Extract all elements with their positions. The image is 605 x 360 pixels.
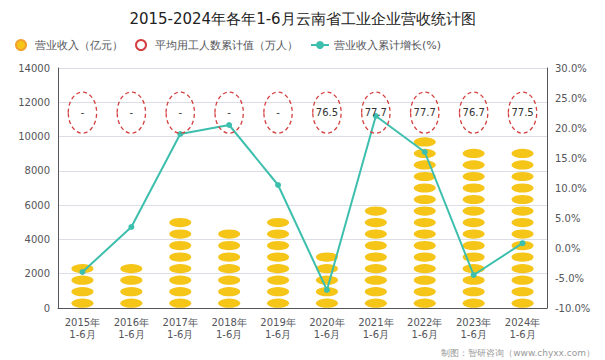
svg-text:2018年: 2018年 <box>211 317 246 328</box>
svg-text:14000: 14000 <box>18 63 50 74</box>
svg-text:6000: 6000 <box>25 200 50 211</box>
svg-text:77.5: 77.5 <box>511 107 533 118</box>
svg-text:2023年: 2023年 <box>456 317 491 328</box>
svg-text:-10.0%: -10.0% <box>555 303 590 314</box>
svg-text:1-6月: 1-6月 <box>314 329 340 340</box>
svg-text:2024年: 2024年 <box>505 317 540 328</box>
svg-text:5.0%: 5.0% <box>555 213 580 224</box>
svg-text:2022年: 2022年 <box>407 317 442 328</box>
svg-text:1-6月: 1-6月 <box>509 329 535 340</box>
svg-text:-: - <box>227 107 231 118</box>
svg-text:10000: 10000 <box>18 131 50 142</box>
svg-text:2017年: 2017年 <box>163 317 198 328</box>
svg-text:1-6月: 1-6月 <box>118 329 144 340</box>
svg-text:10.0%: 10.0% <box>555 183 587 194</box>
svg-text:-5.0%: -5.0% <box>555 273 584 284</box>
svg-text:1-6月: 1-6月 <box>69 329 95 340</box>
svg-text:2015-2024年各年1-6月云南省工业企业营收统计图: 2015-2024年各年1-6月云南省工业企业营收统计图 <box>129 10 475 28</box>
svg-text:2020年: 2020年 <box>309 317 344 328</box>
svg-text:-: - <box>276 107 280 118</box>
svg-text:0: 0 <box>44 303 50 314</box>
svg-text:平均用工人数累计值（万人）: 平均用工人数累计值（万人） <box>155 39 298 52</box>
svg-text:1-6月: 1-6月 <box>363 329 389 340</box>
svg-text:1-6月: 1-6月 <box>460 329 486 340</box>
svg-text:1-6月: 1-6月 <box>167 329 193 340</box>
svg-text:2021年: 2021年 <box>358 317 393 328</box>
svg-text:-: - <box>130 107 134 118</box>
svg-text:1-6月: 1-6月 <box>412 329 438 340</box>
svg-text:2016年: 2016年 <box>114 317 149 328</box>
svg-text:20.0%: 20.0% <box>555 123 587 134</box>
svg-text:77.7: 77.7 <box>414 107 436 118</box>
svg-text:营业收入累计增长(%): 营业收入累计增长(%) <box>334 39 441 52</box>
svg-text:76.5: 76.5 <box>316 107 338 118</box>
svg-text:76.7: 76.7 <box>463 107 485 118</box>
svg-text:2015年: 2015年 <box>65 317 100 328</box>
svg-text:-: - <box>81 107 85 118</box>
svg-text:1-6月: 1-6月 <box>265 329 291 340</box>
svg-text:12000: 12000 <box>18 97 50 108</box>
svg-text:制图：智研咨询（www.chyxx.com）: 制图：智研咨询（www.chyxx.com） <box>441 348 595 358</box>
svg-text:营业收入（亿元）: 营业收入（亿元） <box>35 39 123 52</box>
svg-text:0.0%: 0.0% <box>555 243 580 254</box>
svg-text:-: - <box>178 107 182 118</box>
svg-text:1-6月: 1-6月 <box>216 329 242 340</box>
svg-text:4000: 4000 <box>25 234 50 245</box>
svg-text:2000: 2000 <box>25 268 50 279</box>
svg-text:77.7: 77.7 <box>365 107 387 118</box>
svg-text:30.0%: 30.0% <box>555 63 587 74</box>
svg-text:25.0%: 25.0% <box>555 93 587 104</box>
svg-text:15.0%: 15.0% <box>555 153 587 164</box>
svg-text:8000: 8000 <box>25 165 50 176</box>
svg-text:2019年: 2019年 <box>260 317 295 328</box>
